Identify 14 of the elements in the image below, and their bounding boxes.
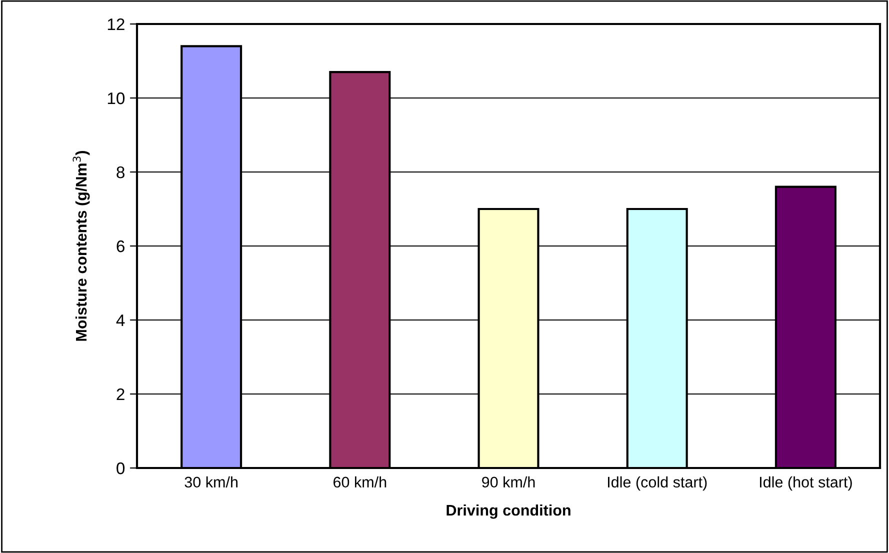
- x-tick-label: Idle (cold start): [608, 476, 707, 491]
- y-tick-label: 2: [116, 388, 124, 400]
- x-tick-label: 60 km/h: [334, 476, 386, 488]
- y-tick-label: 0: [116, 462, 125, 474]
- y-tick-label: 4: [116, 314, 125, 326]
- x-tick-label: 90 km/h: [482, 476, 535, 488]
- y-tick-label: 10: [108, 92, 125, 104]
- x-axis-title: Driving condition: [446, 504, 570, 519]
- x-tick-label: 30 km/h: [184, 476, 238, 488]
- y-tick-label: 6: [116, 240, 124, 252]
- y-tick-label: 8: [116, 166, 124, 178]
- y-tick-label: 12: [108, 18, 124, 30]
- x-tick-label: Idle (hot start): [760, 476, 852, 491]
- y-axis-title: Moisture contents (g/Nm$^{3}$): [72, 151, 90, 341]
